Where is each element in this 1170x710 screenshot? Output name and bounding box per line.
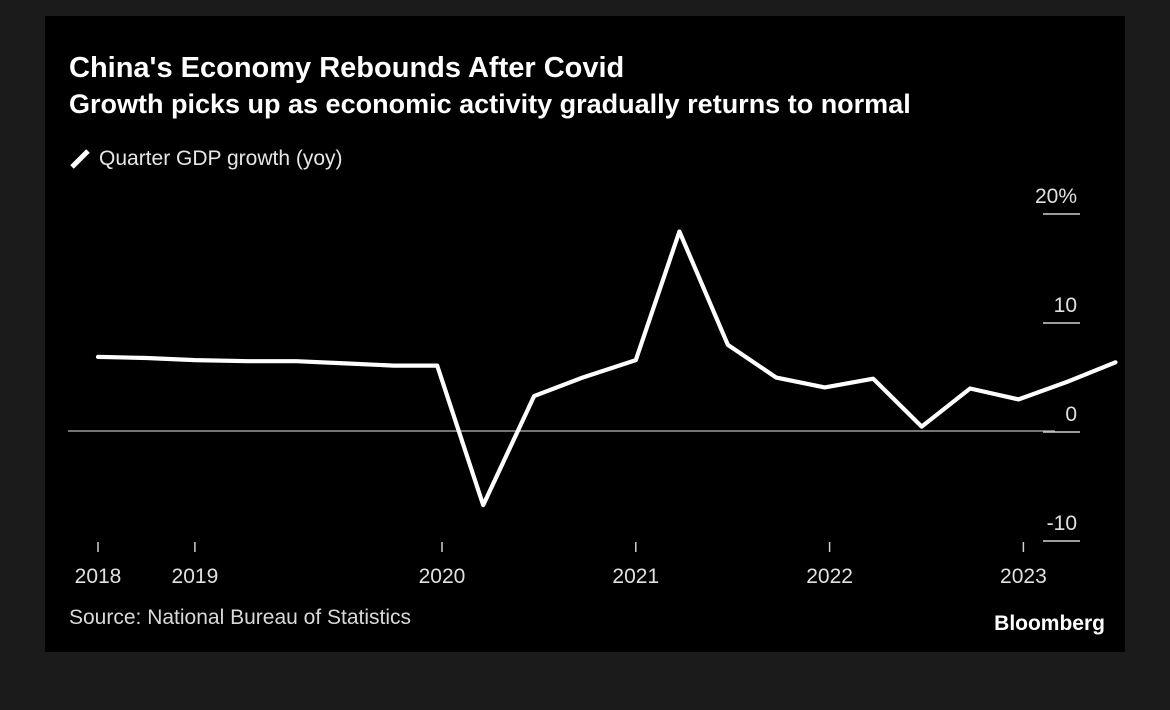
y-tick-label: 0 <box>1065 403 1077 426</box>
pencil-line-icon <box>70 149 90 169</box>
legend-series-label: Quarter GDP growth (yoy) <box>99 147 343 170</box>
x-tick-label: 2018 <box>75 565 122 588</box>
y-tick-label: 10 <box>1054 294 1077 317</box>
y-tick-label: 20% <box>1035 185 1077 208</box>
gdp-growth-line <box>95 229 1118 508</box>
chart-card: China's Economy Rebounds After Covid Gro… <box>45 16 1125 652</box>
x-tick-label: 2021 <box>612 565 659 588</box>
y-tick-label: -10 <box>1047 512 1077 535</box>
line-chart: 20% 10 0 -10 2018 2019 2020 2021 2022 2023 <box>68 185 1118 588</box>
x-tick-label: 2019 <box>172 565 219 588</box>
legend: Quarter GDP growth (yoy) <box>69 147 343 171</box>
bloomberg-logo: Bloomberg <box>994 612 1105 635</box>
x-tick-label: 2022 <box>806 565 853 588</box>
x-tick-label: 2020 <box>419 565 466 588</box>
chart-subtitle: Growth picks up as economic activity gra… <box>69 89 911 119</box>
source-note: Source: National Bureau of Statistics <box>69 606 412 629</box>
x-tick-label: 2023 <box>1000 565 1047 588</box>
chart-title: China's Economy Rebounds After Covid <box>69 52 625 84</box>
